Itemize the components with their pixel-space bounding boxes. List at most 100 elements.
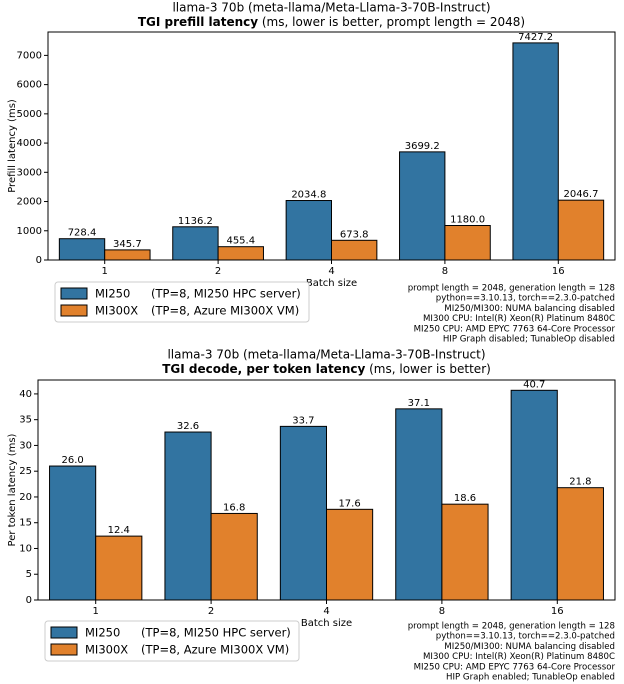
- bar: [444, 225, 491, 261]
- chart-subtitle: TGI decode, per token latency (ms, lower…: [162, 362, 491, 376]
- y-tick-label: 25: [19, 466, 32, 477]
- bar: [512, 42, 559, 261]
- value-label: 728.4: [68, 228, 97, 239]
- bar: [285, 200, 333, 261]
- y-tick-label: 10: [19, 543, 32, 554]
- x-axis-label: Batch size: [301, 618, 352, 629]
- annotation: HIP Graph enabled; TunableOp enabled: [446, 673, 615, 683]
- legend-swatch: [50, 643, 78, 656]
- legend-note: (TP=8, Azure MI300X VM): [151, 304, 299, 318]
- value-label: 32.6: [177, 421, 199, 432]
- annotation: prompt length = 2048, generation length …: [408, 284, 615, 294]
- x-tick-label: 4: [328, 266, 334, 277]
- subtitle-note: (ms, lower is better, prompt length = 20…: [258, 15, 525, 29]
- bar: [95, 535, 143, 601]
- annotation: MI300 CPU: Intel(R) Xeon(R) Platinum 848…: [423, 652, 615, 662]
- value-label: 18.6: [454, 493, 476, 504]
- bar: [58, 238, 106, 261]
- annotation: prompt length = 2048, generation length …: [408, 622, 615, 632]
- y-tick-label: 3000: [17, 167, 42, 178]
- annotation: python==3.10.13, torch==2.3.0-patched: [436, 632, 615, 642]
- bar: [164, 431, 212, 601]
- y-tick-label: 1000: [17, 226, 42, 237]
- legend-note: (TP=8, MI250 HPC server): [151, 287, 301, 301]
- legend-name: MI300X: [95, 304, 138, 318]
- bar: [104, 249, 151, 261]
- bar: [49, 465, 97, 601]
- plot-frame: [47, 31, 616, 261]
- legend-name: MI250: [95, 287, 130, 301]
- chart-title: llama-3 70b (meta-llama/Meta-Llama-3-70B…: [172, 1, 490, 15]
- y-tick-label: 0: [26, 595, 32, 606]
- x-tick-label: 2: [208, 606, 214, 617]
- value-label: 21.8: [569, 477, 591, 488]
- value-label: 2034.8: [291, 190, 326, 201]
- value-label: 37.1: [408, 398, 430, 409]
- bar: [279, 425, 327, 601]
- value-label: 17.6: [338, 498, 360, 509]
- value-label: 26.0: [61, 455, 83, 466]
- bar: [326, 508, 374, 601]
- x-tick-label: 8: [442, 266, 448, 277]
- legend-note: (TP=8, MI250 HPC server): [141, 626, 291, 640]
- subtitle-bold: TGI prefill latency: [138, 15, 258, 29]
- bar: [217, 246, 264, 261]
- value-label: 1180.0: [450, 215, 485, 226]
- value-label: 33.7: [292, 415, 314, 426]
- value-label: 16.8: [223, 502, 245, 513]
- annotation: HIP Graph disabled; TunableOp disabled: [443, 335, 615, 345]
- bar: [510, 389, 558, 601]
- x-tick-label: 2: [215, 266, 221, 277]
- x-tick-label: 4: [323, 606, 329, 617]
- y-tick-label: 6000: [17, 80, 42, 91]
- bar: [210, 512, 258, 601]
- value-label: 345.7: [113, 239, 142, 250]
- value-label: 1136.2: [178, 216, 213, 227]
- legend-swatch: [60, 287, 88, 300]
- y-axis-label: Prefill latency (ms): [7, 99, 18, 193]
- y-tick-label: 7000: [17, 50, 42, 61]
- annotation: MI250 CPU: AMD EPYC 7763 64-Core Process…: [414, 324, 616, 334]
- y-axis-label: Per token latency (ms): [7, 433, 18, 546]
- value-label: 455.4: [226, 236, 255, 247]
- bar: [331, 239, 378, 261]
- chart-title: llama-3 70b (meta-llama/Meta-Llama-3-70B…: [167, 348, 485, 362]
- bar: [441, 503, 489, 601]
- annotation: MI300 CPU: Intel(R) Xeon(R) Platinum 848…: [423, 314, 615, 324]
- chart-subtitle: TGI prefill latency (ms, lower is better…: [138, 15, 525, 29]
- plot-frame: [37, 379, 616, 601]
- legend-name: MI250: [85, 626, 120, 640]
- x-tick-label: 1: [93, 606, 99, 617]
- x-tick-label: 8: [439, 606, 445, 617]
- value-label: 2046.7: [563, 189, 598, 200]
- subtitle-bold: TGI decode, per token latency: [162, 362, 365, 376]
- bar: [557, 199, 605, 261]
- bar: [556, 487, 604, 601]
- legend-box: [54, 281, 310, 323]
- y-tick-label: 40: [19, 389, 32, 400]
- value-label: 7427.2: [518, 32, 553, 43]
- x-tick-label: 16: [552, 266, 565, 277]
- y-tick-label: 5: [26, 569, 32, 580]
- y-tick-label: 4000: [17, 138, 42, 149]
- y-tick-label: 0: [36, 255, 42, 266]
- bar: [399, 151, 446, 261]
- legend-swatch: [60, 304, 88, 317]
- y-tick-label: 20: [19, 492, 32, 503]
- x-tick-label: 16: [551, 606, 564, 617]
- x-axis-label: Batch size: [306, 278, 357, 289]
- annotation: MI250/MI300: NUMA balancing disabled: [444, 642, 615, 652]
- y-tick-label: 15: [19, 518, 32, 529]
- bar: [172, 226, 219, 261]
- x-tick-label: 1: [102, 266, 108, 277]
- value-label: 3699.2: [405, 141, 440, 152]
- annotation: MI250/MI300: NUMA balancing disabled: [444, 304, 615, 314]
- legend-name: MI300X: [85, 643, 128, 657]
- legend-swatch: [50, 626, 78, 639]
- y-tick-label: 30: [19, 440, 32, 451]
- annotation: MI250 CPU: AMD EPYC 7763 64-Core Process…: [414, 662, 616, 672]
- legend-note: (TP=8, Azure MI300X VM): [141, 643, 289, 657]
- annotation: python==3.10.13, torch==2.3.0-patched: [436, 294, 615, 304]
- value-label: 40.7: [523, 379, 545, 390]
